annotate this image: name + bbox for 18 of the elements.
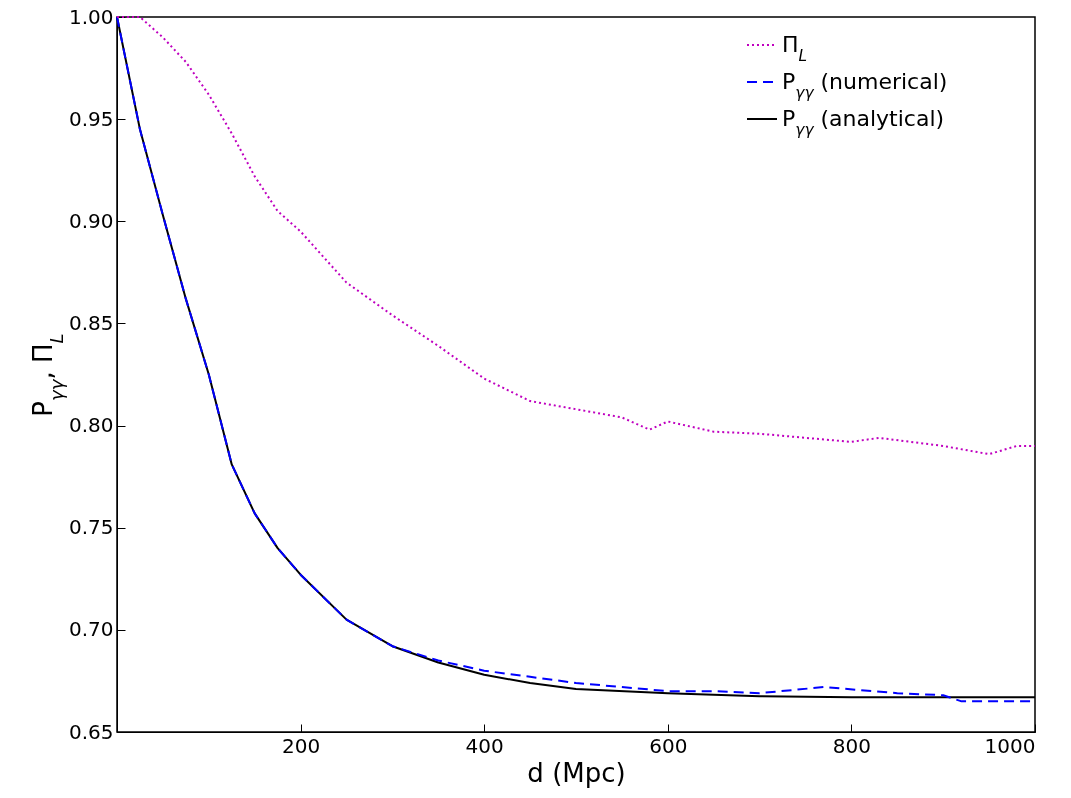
y-tick-label: 1.00 bbox=[68, 4, 114, 29]
y-tick-label: 0.80 bbox=[68, 413, 114, 438]
y-tick-label: 0.75 bbox=[68, 515, 114, 540]
y-tick-label: 0.65 bbox=[68, 719, 114, 744]
x-tick-label: 600 bbox=[649, 733, 688, 758]
y-tick-label: 0.85 bbox=[68, 310, 114, 335]
line-series bbox=[116, 16, 1036, 456]
y-tick-label: 0.95 bbox=[68, 106, 114, 131]
y-tick-label: 0.90 bbox=[68, 208, 114, 233]
x-tick-label: 800 bbox=[832, 733, 871, 758]
x-tick-label: 400 bbox=[465, 733, 504, 758]
legend-label: P$_{γγ}$ (analytical) bbox=[782, 106, 945, 139]
legend-label: Π$_{L}$ bbox=[782, 32, 808, 65]
x-tick-label: 1000 bbox=[984, 733, 1036, 758]
x-axis-title: d (Mpc) bbox=[527, 757, 626, 788]
legend-label: P$_{γγ}$ (numerical) bbox=[782, 69, 948, 102]
x-tick-label: 200 bbox=[282, 733, 321, 758]
y-tick-label: 0.70 bbox=[68, 617, 114, 642]
